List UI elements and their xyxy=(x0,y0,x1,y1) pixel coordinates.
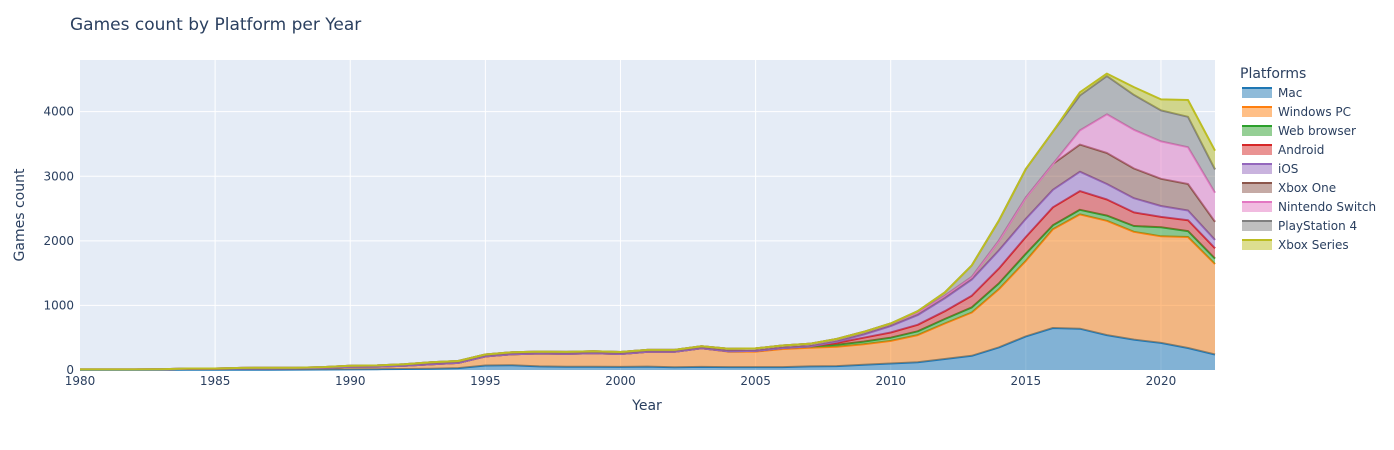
area-mac xyxy=(80,328,1215,370)
area-playstation-4 xyxy=(80,76,1215,370)
y-tick-label: 3000 xyxy=(43,169,74,183)
legend-label: Mac xyxy=(1278,86,1302,100)
x-tick-labels: 1980 1985 1990 1995 2000 2005 2010 2015 2020 xyxy=(65,374,1176,388)
legend-swatch xyxy=(1242,126,1272,136)
x-tick-label: 2005 xyxy=(740,374,771,388)
legend-label: Web browser xyxy=(1278,124,1356,138)
legend-label: Android xyxy=(1278,143,1324,157)
legend-item-mac[interactable]: Mac xyxy=(1242,86,1302,100)
legend-item-ios[interactable]: iOS xyxy=(1242,162,1298,176)
area-ios xyxy=(80,171,1215,370)
legend-swatch xyxy=(1242,221,1272,231)
legend-swatch xyxy=(1242,145,1272,155)
legend: Platforms Mac Windows PC Web browser Androi… xyxy=(1240,66,1376,252)
legend-label: Xbox One xyxy=(1278,181,1336,195)
x-tick-label: 1985 xyxy=(200,374,231,388)
legend-label: Nintendo Switch xyxy=(1278,200,1376,214)
chart-title: Games count by Platform per Year xyxy=(70,15,361,35)
x-tick-label: 2010 xyxy=(875,374,906,388)
legend-item-android[interactable]: Android xyxy=(1242,143,1324,157)
area-windows-pc xyxy=(80,214,1215,370)
legend-swatch xyxy=(1242,164,1272,174)
legend-label: Windows PC xyxy=(1278,105,1351,119)
legend-item-xbox-series[interactable]: Xbox Series xyxy=(1242,238,1349,252)
legend-item-xbox-one[interactable]: Xbox One xyxy=(1242,181,1336,195)
x-tick-label: 2000 xyxy=(605,374,636,388)
y-tick-labels: 0 1000 2000 3000 4000 xyxy=(43,105,74,377)
x-tick-label: 1995 xyxy=(470,374,501,388)
legend-item-web-browser[interactable]: Web browser xyxy=(1242,124,1356,138)
y-tick-label: 0 xyxy=(66,363,74,377)
stacked-areas xyxy=(80,72,1216,371)
x-tick-label: 1990 xyxy=(335,374,366,388)
x-axis-title: Year xyxy=(631,398,662,414)
legend-item-windows-pc[interactable]: Windows PC xyxy=(1242,105,1351,119)
legend-swatch xyxy=(1242,183,1272,193)
legend-swatch xyxy=(1242,107,1272,117)
legend-title: Platforms xyxy=(1240,66,1306,82)
legend-label: Xbox Series xyxy=(1278,238,1349,252)
x-tick-label: 1980 xyxy=(65,374,96,388)
legend-swatch xyxy=(1242,240,1272,250)
y-tick-label: 4000 xyxy=(43,105,74,119)
y-tick-label: 1000 xyxy=(43,298,74,312)
y-axis-title: Games count xyxy=(12,168,28,261)
legend-item-playstation-4[interactable]: PlayStation 4 xyxy=(1242,219,1357,233)
x-tick-label: 2015 xyxy=(1011,374,1042,388)
area-android xyxy=(80,191,1215,370)
y-tick-label: 2000 xyxy=(43,234,74,248)
line-xbox-series xyxy=(80,72,1216,371)
x-tick-label: 2020 xyxy=(1146,374,1177,388)
legend-label: PlayStation 4 xyxy=(1278,219,1357,233)
area-nintendo-switch xyxy=(80,114,1215,370)
legend-swatch xyxy=(1242,88,1272,98)
legend-swatch xyxy=(1242,202,1272,212)
area-xbox-one xyxy=(80,144,1215,370)
legend-label: iOS xyxy=(1278,162,1298,176)
legend-item-nintendo-switch[interactable]: Nintendo Switch xyxy=(1242,200,1376,214)
